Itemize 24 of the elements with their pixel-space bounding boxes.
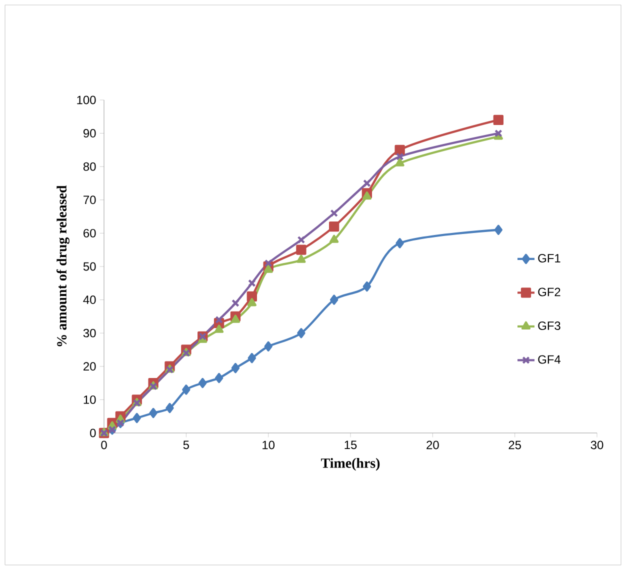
legend-label: GF4 [538,355,560,364]
y-axis-title: % amount of drug released [56,185,70,346]
x-tick-label: 15 [344,440,357,450]
x-tick-label: 20 [426,440,439,450]
y-tick-label: 90 [84,129,96,138]
y-tick-label: 10 [84,395,96,404]
x-tick-label: 5 [183,440,189,450]
x-tick-label: 30 [590,440,604,450]
y-tick-label: 0 [90,428,96,438]
y-tick-label: 20 [84,362,96,371]
x-tick-label: 25 [508,440,521,450]
x-axis-title: Time(hrs) [321,458,380,471]
x-tick-label: 10 [262,440,275,450]
y-tick-label: 70 [84,196,96,204]
y-tick-label: 40 [83,296,96,304]
y-tick-label: 60 [84,228,96,238]
legend-label: GF3 [538,322,560,330]
y-tick-label: 100 [77,96,96,104]
legend-label: GF1 [538,254,560,262]
y-tick-label: 80 [83,162,96,171]
y-tick-label: 50 [83,262,96,271]
y-tick-label: 30 [83,328,96,338]
legend-label: GF2 [538,288,560,296]
x-tick-label: 0 [101,440,107,450]
